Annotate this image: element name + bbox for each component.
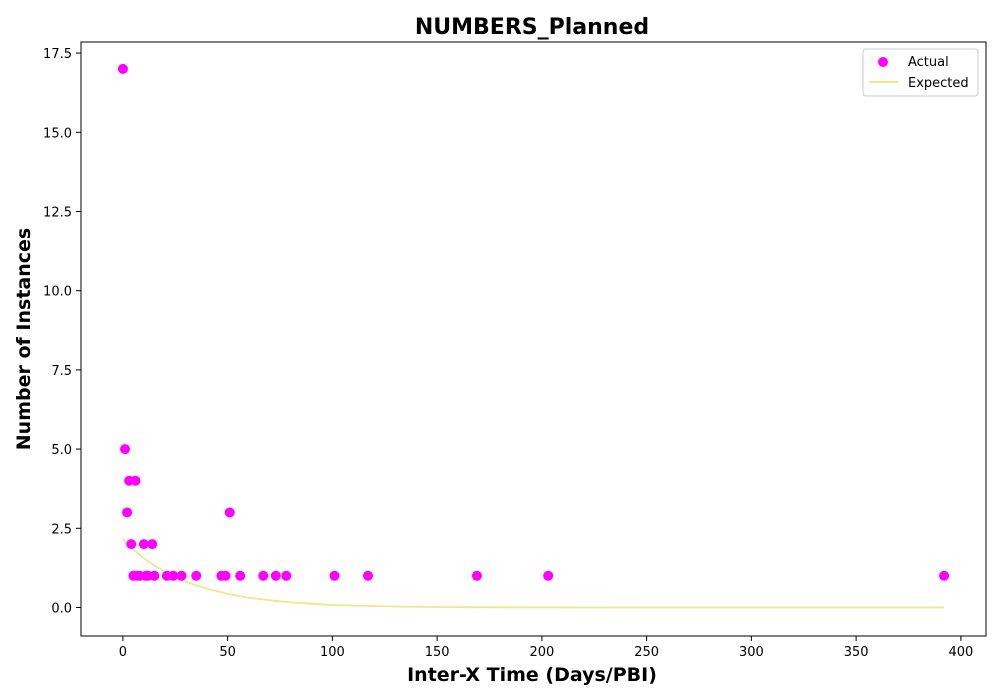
actual-data-point (363, 570, 374, 581)
legend-actual-marker (878, 57, 888, 67)
actual-data-point (191, 570, 202, 581)
actual-data-point (281, 570, 292, 581)
actual-data-point (224, 507, 235, 518)
actual-data-point (329, 570, 340, 581)
actual-data-point (235, 570, 246, 581)
x-tick-label: 250 (634, 645, 659, 660)
x-tick-label: 0 (119, 645, 127, 660)
actual-data-point (119, 444, 130, 455)
expected-series-line (122, 538, 945, 609)
y-tick-label: 2.5 (51, 522, 72, 537)
x-tick-label: 100 (320, 645, 345, 660)
series-layer (117, 63, 950, 609)
chart-title: NUMBERS_Planned (415, 15, 649, 40)
legend-box (862, 48, 979, 97)
actual-data-point (149, 570, 160, 581)
actual-data-point (176, 570, 187, 581)
x-tick-label: 200 (529, 645, 554, 660)
actual-data-point (117, 63, 128, 74)
actual-data-point (130, 475, 141, 486)
legend-actual-label: Actual (908, 55, 949, 70)
actual-data-point (939, 570, 950, 581)
x-tick-label: 400 (948, 645, 973, 660)
x-axis: 0 50 100 150 200 250 300 350 400 (119, 636, 973, 660)
actual-data-point (147, 539, 158, 550)
y-tick-label: 15.0 (43, 126, 72, 141)
y-tick-label: 0.0 (51, 601, 72, 616)
actual-data-point (220, 570, 231, 581)
x-tick-label: 150 (425, 645, 450, 660)
x-tick-label: 50 (219, 645, 236, 660)
plot-area (80, 41, 987, 637)
y-tick-label: 7.5 (51, 364, 72, 379)
y-axis: 0.0 2.5 5.0 7.5 10.0 12.5 15.0 17.5 (43, 47, 81, 616)
legend: Actual Expected (862, 48, 979, 97)
actual-data-point (138, 539, 149, 550)
y-tick-label: 5.0 (51, 443, 72, 458)
y-tick-label: 12.5 (43, 205, 72, 220)
x-tick-label: 300 (739, 645, 764, 660)
actual-data-point (168, 570, 179, 581)
y-axis-label: Number of Instances (13, 228, 35, 450)
legend-expected-label: Expected (908, 76, 969, 91)
actual-data-point (471, 570, 482, 581)
y-tick-label: 10.0 (43, 285, 72, 300)
x-tick-label: 350 (844, 645, 869, 660)
actual-data-point (122, 507, 133, 518)
actual-data-point (270, 570, 281, 581)
actual-data-point (126, 539, 137, 550)
actual-data-point (543, 570, 554, 581)
y-tick-label: 17.5 (43, 47, 72, 62)
actual-data-point (258, 570, 269, 581)
x-axis-label: Inter-X Time (Days/PBI) (407, 664, 657, 686)
